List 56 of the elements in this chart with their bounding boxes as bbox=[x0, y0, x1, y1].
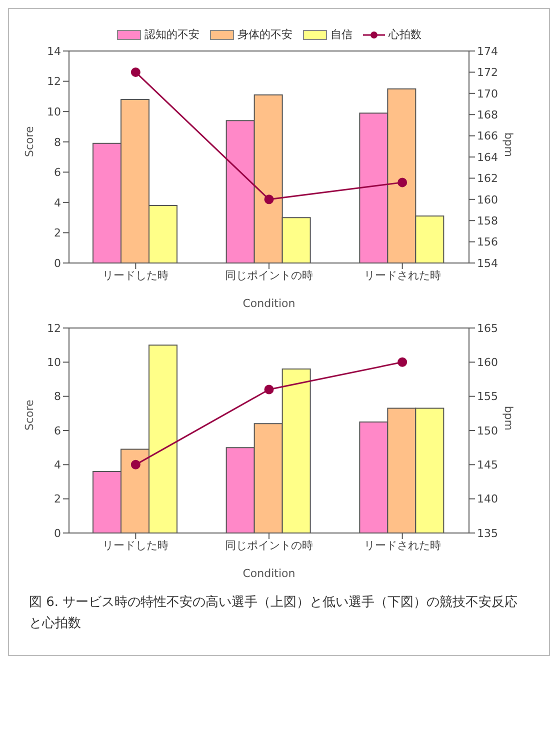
y-tick-label: 0 bbox=[54, 256, 61, 270]
point bbox=[398, 357, 408, 367]
point bbox=[398, 178, 408, 188]
y2-tick-label: 164 bbox=[477, 150, 498, 164]
x-tick-label: リードされた時 bbox=[364, 268, 441, 282]
y-axis-title: Score bbox=[22, 399, 36, 430]
y-tick-label: 4 bbox=[54, 458, 61, 472]
y-tick-label: 2 bbox=[54, 226, 61, 240]
y2-tick-label: 162 bbox=[477, 172, 498, 186]
y2-tick-label: 145 bbox=[477, 458, 498, 472]
y2-tick-label: 165 bbox=[477, 322, 498, 335]
y2-tick-label: 172 bbox=[477, 66, 498, 80]
y2-axis-title: bpm bbox=[502, 406, 516, 430]
y-axis-title: Score bbox=[22, 126, 36, 157]
x-tick-label: リードされた時 bbox=[364, 538, 441, 552]
y2-tick-label: 140 bbox=[477, 492, 498, 506]
legend-label: 身体的不安 bbox=[238, 27, 292, 42]
x-tick-label: 同じポイントの時 bbox=[225, 268, 313, 282]
y-tick-label: 12 bbox=[47, 75, 61, 88]
x-tick-label: リードした時 bbox=[102, 538, 169, 552]
x-tick-label: リードした時 bbox=[102, 268, 169, 282]
y2-tick-label: 158 bbox=[477, 214, 498, 228]
y2-tick-label: 174 bbox=[477, 44, 498, 58]
y-tick-label: 4 bbox=[54, 196, 61, 210]
y2-tick-label: 160 bbox=[477, 356, 498, 370]
y2-tick-label: 155 bbox=[477, 390, 498, 404]
y2-tick-label: 150 bbox=[477, 424, 498, 438]
y-tick-label: 6 bbox=[54, 424, 61, 438]
y2-axis-title: bpm bbox=[502, 132, 516, 157]
point bbox=[130, 67, 140, 77]
x-axis-title: Condition bbox=[242, 297, 296, 310]
y2-tick-label: 135 bbox=[477, 526, 498, 540]
y2-tick-label: 160 bbox=[477, 193, 498, 206]
y-tick-label: 10 bbox=[47, 105, 61, 118]
y-tick-label: 8 bbox=[54, 136, 61, 149]
y2-tick-label: 156 bbox=[477, 236, 498, 249]
legend-label: 心拍数 bbox=[388, 27, 422, 42]
y-tick-label: 0 bbox=[54, 526, 61, 540]
point bbox=[264, 384, 274, 394]
point bbox=[130, 460, 140, 470]
y-tick-label: 6 bbox=[54, 166, 61, 180]
y-tick-label: 2 bbox=[54, 492, 61, 506]
y-tick-label: 14 bbox=[47, 44, 61, 58]
legend-label: 認知的不安 bbox=[144, 27, 200, 42]
x-tick-label: 同じポイントの時 bbox=[225, 538, 313, 552]
y2-tick-label: 166 bbox=[477, 130, 498, 143]
y-tick-label: 10 bbox=[47, 356, 61, 370]
caption: 図 6. サービス時の特性不安の高い選手（上図）と低い選手（下図）の競技不安反応と心拍数 bbox=[28, 594, 519, 633]
y-tick-label: 12 bbox=[47, 322, 61, 335]
x-axis-title: Condition bbox=[242, 567, 296, 580]
y2-tick-label: 170 bbox=[477, 87, 498, 100]
y2-tick-label: 168 bbox=[477, 108, 498, 122]
point bbox=[264, 194, 274, 204]
legend-label: 自信 bbox=[330, 27, 352, 42]
y2-tick-label: 154 bbox=[477, 256, 498, 270]
y-tick-label: 8 bbox=[54, 390, 61, 404]
